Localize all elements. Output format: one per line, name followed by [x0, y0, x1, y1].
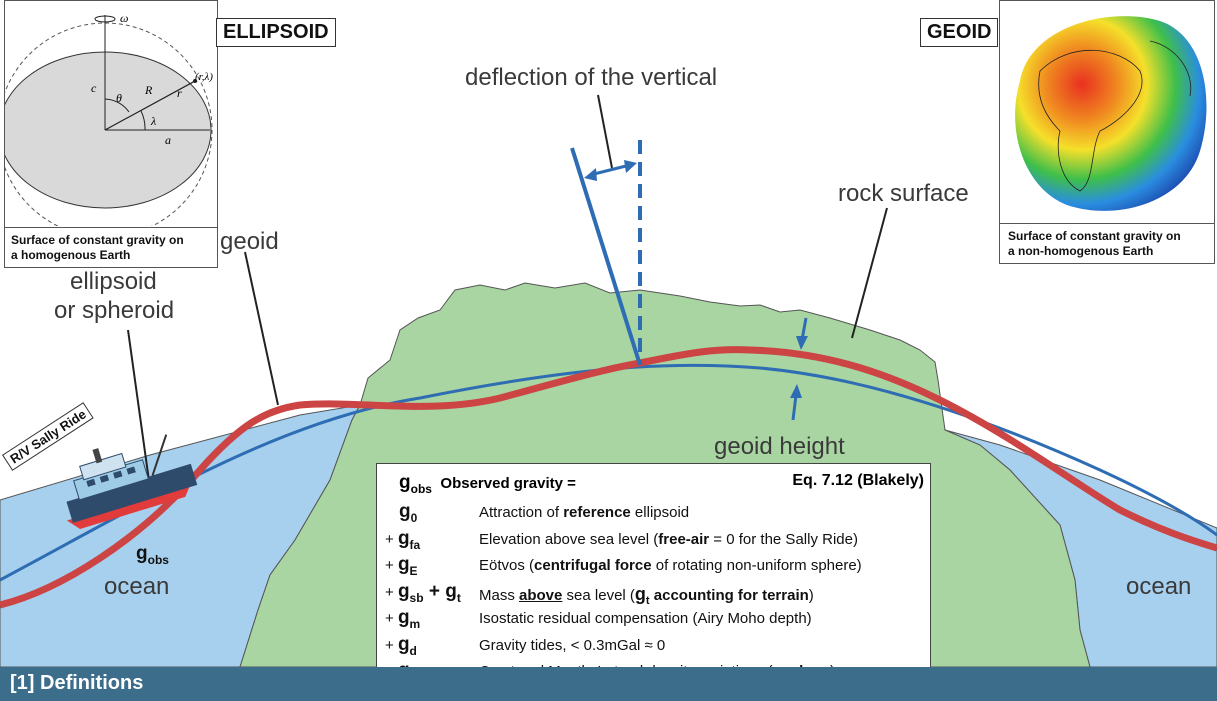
- symbol-c: c: [91, 81, 97, 95]
- deflection-arrow-head-right: [624, 160, 637, 173]
- geoid-globe: [1015, 16, 1207, 211]
- header-symbol: gobs: [399, 472, 432, 496]
- geoid-label: geoid: [220, 228, 279, 255]
- rock-surface-label: rock surface: [838, 180, 969, 207]
- equation-description: Eötvos (centrifugal force of rotating no…: [479, 557, 862, 574]
- deflection-arrow-head-left: [584, 168, 597, 181]
- equation-reference: Eq. 7.12 (Blakely): [792, 472, 924, 489]
- ellipsoid-inset: ω c θ R r (r,λ) λ a Surface of constant …: [4, 0, 218, 268]
- geoid-title: GEOID: [920, 18, 999, 47]
- geoid-height-arrow-bottom: [791, 394, 798, 421]
- geoid-height-label: geoid height: [714, 433, 845, 460]
- equation-row: + gsb + gt Mass above sea level (gt accou…: [377, 580, 930, 607]
- symbol-r: r: [177, 86, 182, 100]
- equation-term: + gm: [385, 607, 421, 631]
- geoid-leader: [244, 251, 279, 406]
- equation-term: + gfa: [385, 527, 421, 552]
- plumb-line: [570, 147, 642, 366]
- equation-description: Mass above sea level (gt accounting for …: [479, 583, 814, 607]
- equation-row: g0 Attraction of reference ellipsoid: [377, 501, 930, 525]
- ellipsoid-caption-2: a homogenous Earth: [11, 248, 131, 262]
- equation-description: Attraction of reference ellipsoid: [479, 504, 690, 521]
- header-text: Observed gravity =: [440, 475, 576, 492]
- gobs-ship-label: gobs: [136, 543, 169, 567]
- equation-description: Isostatic residual compensation (Airy Mo…: [479, 610, 812, 627]
- symbol-theta: θ: [116, 91, 122, 105]
- ellipsoid-caption-1: Surface of constant gravity on: [11, 233, 184, 247]
- symbol-omega: ω: [120, 11, 129, 25]
- rock-leader: [851, 207, 888, 339]
- equation-description: Gravity tides, < 0.3mGal ≈ 0: [479, 636, 666, 654]
- ellipsoid-line: [0, 363, 1217, 582]
- deflection-leader: [597, 94, 613, 169]
- symbol-R: R: [145, 83, 153, 97]
- symbol-a: a: [165, 133, 171, 147]
- symbol-point: (r,λ): [195, 71, 213, 83]
- equation-row: + gE Eötvos (centrifugal force of rotatin…: [377, 554, 930, 578]
- equation-term: + gE: [385, 554, 418, 578]
- geoid-height-arrowhead-bottom: [790, 384, 802, 398]
- ellipsoid-label-2: or spheroid: [54, 297, 175, 324]
- footer-bar: [1] Definitions: [0, 667, 1217, 701]
- ocean-right-label: ocean: [1126, 573, 1192, 600]
- ellipsoid-leader: [127, 329, 151, 489]
- deflection-arrow: [589, 163, 631, 177]
- equation-term: + gd: [385, 633, 417, 658]
- equation-row: + gm Isostatic residual compensation (Air…: [377, 607, 930, 631]
- geoid-line: [0, 346, 1217, 609]
- geoid-height-arrowhead-top: [796, 336, 808, 350]
- equation-term: g0: [399, 501, 418, 525]
- ellipsoid-label-1: ellipsoid: [70, 268, 157, 295]
- symbol-lambda: λ: [151, 114, 157, 128]
- ellipsoid-title: ELLIPSOID: [216, 18, 336, 47]
- equation-description: Elevation above sea level (free-air = 0 …: [479, 530, 858, 548]
- deflection-label: deflection of the vertical: [465, 64, 718, 91]
- equation-box: gobs Observed gravity = Eq. 7.12 (Blakel…: [376, 463, 931, 689]
- ellipsoid-schematic: [5, 15, 213, 226]
- geoid-caption-2: a non-homogenous Earth: [1008, 244, 1154, 258]
- geoid-caption-1: Surface of constant gravity on: [1008, 229, 1181, 243]
- ship-icon: [66, 434, 198, 530]
- equation-row: + gd Gravity tides, < 0.3mGal ≈ 0: [377, 634, 930, 658]
- equation-term: + gsb + gt: [385, 580, 461, 605]
- equation-header: gobs Observed gravity =: [399, 472, 576, 496]
- footer-text: [1] Definitions: [10, 672, 144, 694]
- geoid-inset: Surface of constant gravity on a non-hom…: [999, 0, 1215, 264]
- equation-row: + gfa Elevation above sea level (free-air…: [377, 528, 930, 552]
- ocean-left-label: ocean: [104, 573, 170, 600]
